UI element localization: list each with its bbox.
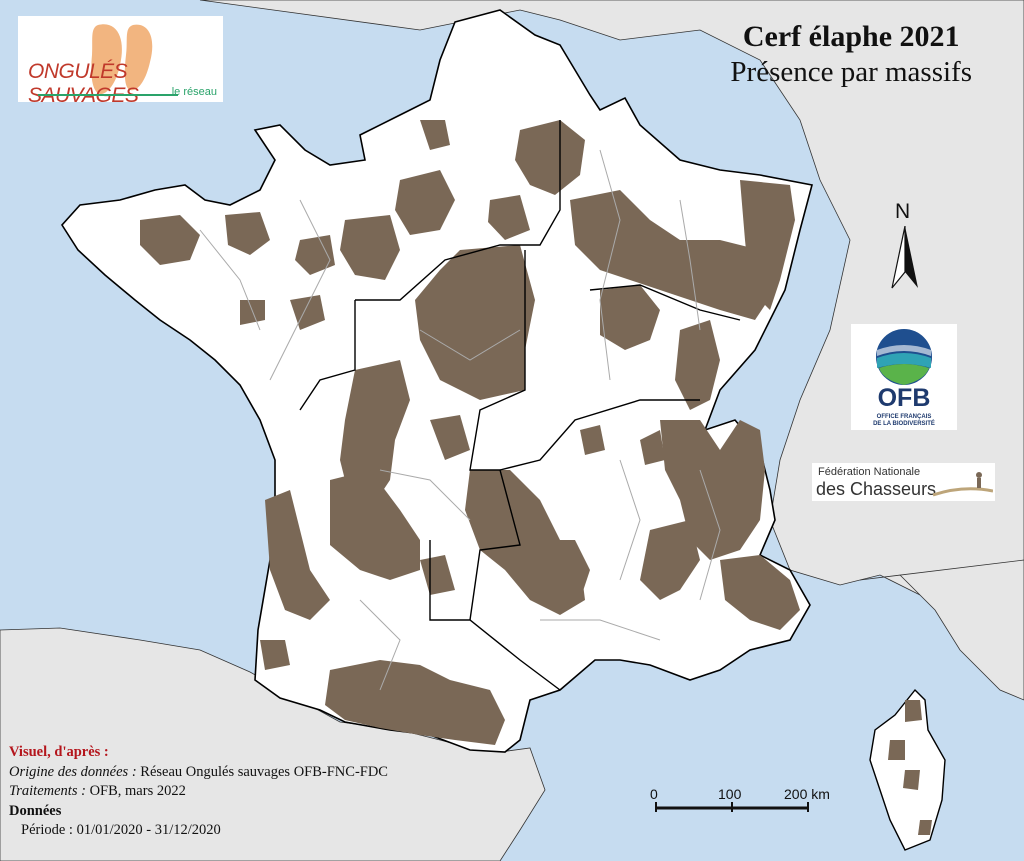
fnc-logo-line2: des Chasseurs — [816, 479, 937, 499]
scale-bar-line — [655, 802, 809, 812]
ofb-line1: OFFICE FRANÇAIS — [876, 414, 932, 420]
ongules-logo-subtext: le réseau — [171, 86, 217, 98]
legend-treatment-row: Traitements : OFB, mars 2022 — [9, 782, 388, 802]
scale-tick-100: 100 — [718, 786, 742, 802]
presence-patches — [140, 120, 932, 835]
map-title-block: Cerf élaphe 2021 Présence par massifs — [730, 20, 972, 89]
legend-visual-label: Visuel, d'après : — [9, 744, 109, 760]
ofb-logo-icon — [876, 329, 932, 385]
legend-treatment-label: Traitements : — [9, 783, 86, 799]
legend-origin-label: Origine des données : — [9, 763, 137, 780]
ongules-logo-line — [38, 94, 178, 96]
scale-bar: 0 100 200 km — [648, 786, 848, 826]
legend-origin-value: Réseau Ongulés sauvages OFB-FNC-FDC — [136, 763, 388, 780]
north-arrow: N — [888, 200, 922, 292]
scale-tick-0: 0 — [650, 786, 658, 802]
legend-data-label: Données — [9, 802, 62, 819]
north-arrow-icon — [891, 226, 918, 289]
fnc-logo-line1: Fédération Nationale — [818, 466, 921, 478]
fnc-logo: Fédération Nationale des Chasseurs — [812, 463, 995, 501]
ofb-logo: OFB OFFICE FRANÇAIS DE LA BIODIVERSITÉ — [851, 324, 957, 430]
department-borders — [199, 149, 721, 691]
italy-coast — [859, 559, 1024, 701]
ongules-sauvages-logo: ONGULÉS SAUVAGES le réseau — [18, 16, 223, 107]
legend-treatment-value: OFB, mars 2022 — [85, 783, 186, 799]
scale-tick-200: 200 km — [784, 786, 830, 802]
ofb-logo-subtitle: OFFICE FRANÇAIS DE LA BIODIVERSITÉ — [851, 414, 957, 428]
legend-origin-row: Origine des données : Réseau Ongulés sau… — [9, 763, 388, 783]
ofb-logo-name: OFB — [877, 384, 931, 412]
ofb-line2: DE LA BIODIVERSITÉ — [873, 421, 935, 427]
ongules-logo-icon — [91, 24, 153, 95]
ongules-logo-text: ONGULÉS SAUVAGES — [28, 60, 139, 107]
spain-land — [0, 627, 546, 861]
region-borders — [299, 120, 741, 691]
legend-period: Période : 01/01/2020 - 31/12/2020 — [21, 822, 221, 838]
fnc-logo-icon — [933, 472, 993, 497]
map-subtitle: Présence par massifs — [730, 56, 972, 88]
map-title: Cerf élaphe 2021 — [742, 20, 960, 53]
legend-text: Visuel, d'après : Origine des données : … — [9, 743, 388, 841]
north-label: N — [895, 200, 911, 223]
